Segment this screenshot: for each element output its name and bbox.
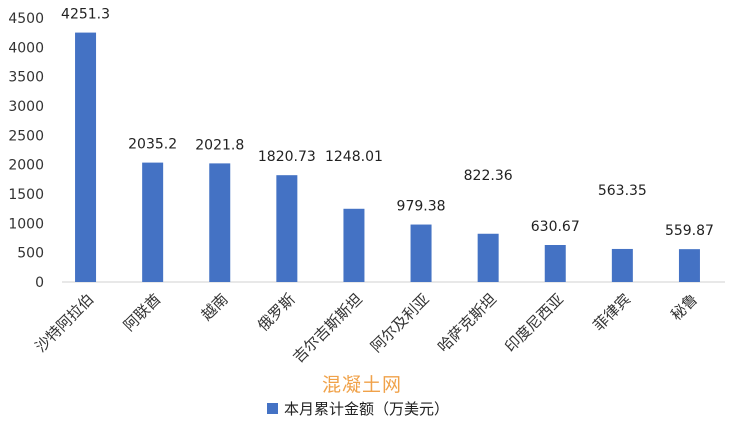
y-tick-label: 4500 — [8, 11, 44, 27]
y-tick-label: 500 — [17, 246, 44, 262]
x-tick-label: 吉尔吉斯斯坦 — [289, 290, 365, 366]
y-axis-ticks: 0 500 1000 1500 2000 2500 3000 3500 4000 4500 — [8, 11, 44, 291]
data-label: 563.35 — [598, 183, 647, 199]
x-tick-label: 哈萨克斯坦 — [434, 290, 500, 356]
bar — [142, 162, 164, 282]
bars-group — [75, 32, 700, 283]
x-tick-label: 秘鲁 — [667, 290, 701, 324]
data-label: 4251.3 — [61, 7, 110, 23]
y-tick-label: 2000 — [8, 158, 44, 174]
bar — [477, 233, 499, 282]
bar — [611, 248, 633, 282]
data-label: 1248.01 — [325, 149, 383, 165]
bar — [75, 32, 97, 283]
x-tick-label: 阿联酋 — [120, 290, 165, 335]
bar — [209, 163, 231, 282]
legend-swatch — [267, 403, 278, 414]
value-labels-group: 4251.3 2035.2 2021.8 1820.73 1248.01 979.38 82… — [61, 7, 714, 240]
bar — [276, 175, 298, 282]
legend: 本月累计金额（万美元） — [267, 398, 449, 419]
y-tick-label: 2500 — [8, 128, 44, 144]
x-tick-label: 印度尼西亚 — [501, 290, 567, 356]
legend-label: 本月累计金额（万美元） — [284, 400, 450, 418]
y-tick-label: 1000 — [8, 216, 44, 232]
bar — [678, 249, 700, 282]
bar — [410, 224, 432, 282]
data-label: 979.38 — [397, 199, 446, 215]
watermark: 混凝土网 — [322, 374, 403, 396]
data-label: 822.36 — [464, 168, 513, 184]
y-tick-label: 3000 — [8, 99, 44, 115]
y-tick-label: 0 — [35, 275, 44, 291]
bar — [544, 245, 566, 282]
data-label: 2035.2 — [128, 137, 177, 153]
x-tick-label: 菲律宾 — [590, 290, 635, 335]
y-tick-label: 1500 — [8, 187, 44, 203]
x-tick-label: 阿尔及利亚 — [367, 290, 433, 356]
data-label: 630.67 — [531, 219, 580, 235]
x-tick-label: 沙特阿拉伯 — [32, 290, 98, 356]
y-tick-label: 4000 — [8, 40, 44, 56]
y-tick-label: 3500 — [8, 70, 44, 86]
data-label: 559.87 — [665, 223, 714, 239]
bar — [343, 208, 365, 282]
x-tick-label: 越南 — [198, 290, 232, 324]
data-label: 2021.8 — [195, 137, 244, 153]
x-tick-label: 俄罗斯 — [254, 290, 299, 335]
data-label: 1820.73 — [258, 149, 316, 165]
